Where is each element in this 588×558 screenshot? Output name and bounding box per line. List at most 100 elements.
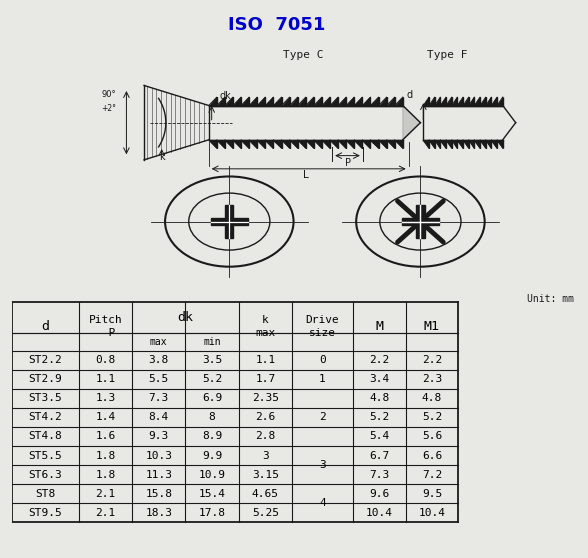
Text: Type C: Type C — [283, 50, 323, 60]
Text: k
max: k max — [255, 315, 276, 338]
Text: 18.3: 18.3 — [145, 508, 172, 518]
Text: 1.1: 1.1 — [95, 374, 115, 384]
Polygon shape — [314, 140, 322, 148]
Polygon shape — [314, 97, 322, 105]
Polygon shape — [273, 97, 282, 105]
Text: 10.9: 10.9 — [199, 470, 226, 480]
Text: 10.4: 10.4 — [419, 508, 446, 518]
Polygon shape — [457, 97, 463, 105]
Polygon shape — [435, 140, 440, 148]
Text: 2: 2 — [319, 412, 326, 422]
Polygon shape — [346, 97, 354, 105]
Polygon shape — [338, 97, 346, 105]
Text: 17.8: 17.8 — [199, 508, 226, 518]
Polygon shape — [265, 97, 273, 105]
Polygon shape — [249, 97, 258, 105]
Polygon shape — [387, 140, 395, 148]
Text: 6.6: 6.6 — [422, 450, 442, 460]
Text: 11.3: 11.3 — [145, 470, 172, 480]
Text: 3: 3 — [319, 460, 326, 470]
Polygon shape — [387, 97, 395, 105]
Polygon shape — [258, 140, 265, 148]
Text: 15.8: 15.8 — [145, 489, 172, 499]
Polygon shape — [354, 97, 362, 105]
Polygon shape — [217, 140, 225, 148]
Polygon shape — [282, 97, 290, 105]
Text: 3: 3 — [262, 450, 269, 460]
Polygon shape — [446, 97, 452, 105]
Text: Unit: mm: Unit: mm — [526, 294, 573, 304]
Polygon shape — [298, 97, 306, 105]
Text: 5.2: 5.2 — [369, 412, 389, 422]
Text: 10.3: 10.3 — [145, 450, 172, 460]
Polygon shape — [241, 140, 249, 148]
Text: ST4.8: ST4.8 — [28, 431, 62, 441]
Polygon shape — [492, 97, 497, 105]
Polygon shape — [440, 97, 446, 105]
Polygon shape — [423, 140, 429, 148]
Text: 9.5: 9.5 — [422, 489, 442, 499]
Polygon shape — [211, 205, 248, 238]
Text: dk: dk — [178, 311, 193, 324]
Polygon shape — [452, 140, 457, 148]
Text: M: M — [375, 320, 383, 333]
Text: 7.3: 7.3 — [149, 393, 169, 403]
Polygon shape — [469, 97, 475, 105]
Text: ST4.2: ST4.2 — [28, 412, 62, 422]
Polygon shape — [322, 97, 330, 105]
Polygon shape — [480, 140, 486, 148]
Polygon shape — [446, 140, 452, 148]
Polygon shape — [429, 140, 435, 148]
Polygon shape — [306, 97, 314, 105]
Text: 1.3: 1.3 — [95, 393, 115, 403]
Text: 0.8: 0.8 — [95, 355, 115, 365]
Text: 5.5: 5.5 — [149, 374, 169, 384]
Polygon shape — [370, 97, 379, 105]
Polygon shape — [217, 97, 225, 105]
Polygon shape — [362, 97, 370, 105]
Text: 5.2: 5.2 — [422, 412, 442, 422]
Polygon shape — [265, 140, 273, 148]
Text: 8: 8 — [209, 412, 215, 422]
Polygon shape — [354, 140, 362, 148]
Polygon shape — [492, 140, 497, 148]
Polygon shape — [338, 140, 346, 148]
Polygon shape — [290, 140, 298, 148]
Text: M1: M1 — [424, 320, 440, 333]
Text: ST2.9: ST2.9 — [28, 374, 62, 384]
Polygon shape — [463, 140, 469, 148]
Polygon shape — [452, 97, 457, 105]
Text: 8.4: 8.4 — [149, 412, 169, 422]
Text: 9.6: 9.6 — [369, 489, 389, 499]
Text: 2.35: 2.35 — [252, 393, 279, 403]
Text: 1.8: 1.8 — [95, 450, 115, 460]
Polygon shape — [233, 97, 241, 105]
Text: 9.9: 9.9 — [202, 450, 222, 460]
Text: P: P — [345, 158, 350, 168]
Text: 1.7: 1.7 — [255, 374, 276, 384]
Polygon shape — [258, 97, 265, 105]
Text: 2.1: 2.1 — [95, 489, 115, 499]
Text: ST5.5: ST5.5 — [28, 450, 62, 460]
Text: ST6.3: ST6.3 — [28, 470, 62, 480]
Text: Pitch
  P: Pitch P — [89, 315, 122, 338]
Text: 3.8: 3.8 — [149, 355, 169, 365]
Polygon shape — [469, 140, 475, 148]
Text: ISO  7051: ISO 7051 — [228, 16, 325, 34]
Polygon shape — [395, 140, 403, 148]
Polygon shape — [497, 97, 503, 105]
Text: 3.5: 3.5 — [202, 355, 222, 365]
Polygon shape — [423, 97, 429, 105]
Text: d: d — [41, 320, 49, 333]
Polygon shape — [249, 140, 258, 148]
Polygon shape — [497, 140, 503, 148]
Text: 2.2: 2.2 — [422, 355, 442, 365]
Polygon shape — [306, 140, 314, 148]
Text: 90°: 90° — [102, 90, 116, 99]
Polygon shape — [290, 97, 298, 105]
Text: 2.3: 2.3 — [422, 374, 442, 384]
Polygon shape — [457, 140, 463, 148]
Text: k: k — [159, 152, 165, 162]
Text: 2.6: 2.6 — [255, 412, 276, 422]
Polygon shape — [435, 97, 440, 105]
